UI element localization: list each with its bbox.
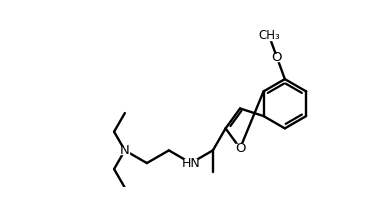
Bar: [259, 32, 279, 39]
Text: O: O: [235, 142, 245, 155]
Bar: [121, 147, 129, 154]
Text: CH₃: CH₃: [258, 29, 280, 42]
Bar: [184, 159, 197, 167]
Text: O: O: [272, 51, 282, 64]
Text: HN: HN: [181, 157, 200, 170]
Bar: [272, 54, 282, 61]
Bar: [235, 144, 245, 152]
Text: N: N: [120, 144, 130, 157]
